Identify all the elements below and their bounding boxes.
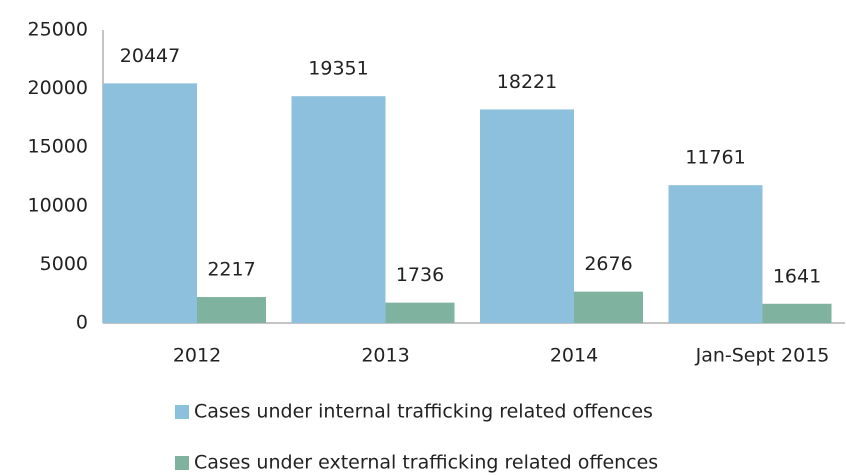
x-tick-label: Jan-Sept 2015 <box>695 345 830 367</box>
data-label: 11761 <box>685 147 745 169</box>
data-label: 1736 <box>396 264 444 286</box>
legend-label: Cases under internal trafficking related… <box>194 401 653 423</box>
data-label: 18221 <box>497 71 557 93</box>
legend-label: Cases under external trafficking related… <box>194 452 658 474</box>
data-label: 2217 <box>207 259 255 281</box>
bar <box>574 291 643 323</box>
data-label: 2676 <box>584 253 632 275</box>
y-tick-label: 15000 <box>28 136 88 158</box>
y-tick-label: 25000 <box>28 19 88 41</box>
bar <box>668 185 763 323</box>
bar <box>291 96 386 323</box>
y-tick-label: 5000 <box>40 253 88 275</box>
data-label: 1641 <box>773 265 821 287</box>
x-tick-label: 2013 <box>361 345 409 367</box>
legend-swatch <box>175 456 189 470</box>
bar <box>480 109 574 323</box>
data-label: 19351 <box>308 58 368 80</box>
bar <box>103 83 197 323</box>
bar <box>197 297 266 323</box>
y-tick-label: 0 <box>76 312 88 334</box>
y-tick-label: 10000 <box>28 194 88 216</box>
x-tick-label: 2012 <box>173 345 221 367</box>
data-label: 20447 <box>120 45 180 67</box>
bar <box>762 303 832 323</box>
x-tick-label: 2014 <box>550 345 598 367</box>
bar <box>385 302 455 323</box>
legend-swatch <box>175 405 189 419</box>
y-tick-label: 20000 <box>28 77 88 99</box>
